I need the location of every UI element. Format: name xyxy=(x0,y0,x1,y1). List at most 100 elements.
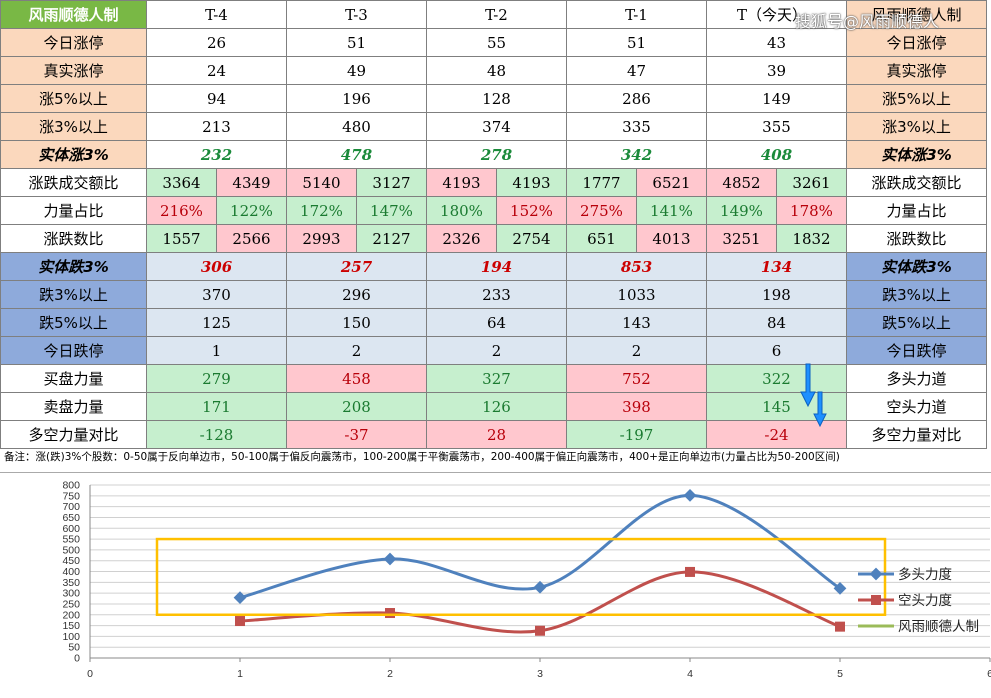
table-cell: 126 xyxy=(426,392,567,421)
y-tick-label: 450 xyxy=(62,555,80,567)
table-cell: 51 xyxy=(566,28,707,57)
header-today: T（今天） xyxy=(706,0,847,29)
table-cell: 232 xyxy=(146,140,287,169)
table-cell: 355 xyxy=(706,112,847,141)
x-tick-label: 0 xyxy=(87,668,93,680)
table-row: 跌3%以上 370 296 233 1033 198 跌3%以上 xyxy=(0,280,987,309)
row-label: 涨5%以上 xyxy=(0,84,147,113)
row-label-right: 涨跌成交额比 xyxy=(846,168,987,197)
table-cell: 149 xyxy=(706,84,847,113)
table-cell: 5140 xyxy=(286,168,357,197)
legend-label: 空头力度 xyxy=(898,593,952,609)
row-label: 跌3%以上 xyxy=(0,280,147,309)
table-cell: 6 xyxy=(706,336,847,365)
table-cell: 94 xyxy=(146,84,287,113)
table-cell: 178% xyxy=(776,196,847,225)
table-cell: 408 xyxy=(706,140,847,169)
table-cell: -128 xyxy=(146,420,287,449)
y-tick-label: 250 xyxy=(62,598,80,610)
table-header-row: 风雨顺德人制 T-4 T-3 T-2 T-1 T（今天） 风雨顺德人制 xyxy=(0,0,987,29)
row-label-right: 今日跌停 xyxy=(846,336,987,365)
row-label: 涨3%以上 xyxy=(0,112,147,141)
series-line-bull xyxy=(239,493,841,600)
legend-marker xyxy=(871,595,881,605)
y-tick-label: 50 xyxy=(68,642,80,654)
table-row: 卖盘力量 171 208 126 398 145 空头力道 xyxy=(0,392,987,421)
table-cell: 275% xyxy=(566,196,637,225)
table-cell: 125 xyxy=(146,308,287,337)
x-tick-labels: 0 1 2 3 4 5 6 xyxy=(87,668,991,680)
table-cell: 480 xyxy=(286,112,427,141)
table-cell: 213 xyxy=(146,112,287,141)
data-point xyxy=(235,616,245,627)
table-cell: 48 xyxy=(426,56,567,85)
x-tick-label: 5 xyxy=(837,668,843,680)
table-cell: -197 xyxy=(566,420,707,449)
table-cell: 149% xyxy=(706,196,777,225)
row-label-right: 实体跌3% xyxy=(846,252,987,281)
table-cell: 194 xyxy=(426,252,567,281)
data-point xyxy=(535,625,545,636)
table-row: 今日跌停 1 2 2 2 6 今日跌停 xyxy=(0,336,987,365)
row-label-right: 涨跌数比 xyxy=(846,224,987,253)
row-label: 真实涨停 xyxy=(0,56,147,85)
row-label: 实体跌3% xyxy=(0,252,147,281)
table-cell: 1 xyxy=(146,336,287,365)
table-cell: 2566 xyxy=(216,224,287,253)
y-tick-label: 700 xyxy=(62,501,80,513)
table-cell: 3364 xyxy=(146,168,217,197)
table-cell: 1832 xyxy=(776,224,847,253)
arrow-down-icon xyxy=(813,391,827,428)
table-cell: 342 xyxy=(566,140,707,169)
row-label-right: 力量占比 xyxy=(846,196,987,225)
table-cell: 4852 xyxy=(706,168,777,197)
row-label-right: 多空力量对比 xyxy=(846,420,987,449)
table-cell: 24 xyxy=(146,56,287,85)
data-point xyxy=(533,580,547,594)
x-tick-label: 6 xyxy=(987,668,991,680)
table-row: 跌5%以上 125 150 64 143 84 跌5%以上 xyxy=(0,308,987,337)
data-point xyxy=(685,566,695,577)
annotation-box xyxy=(155,537,887,616)
table-cell: 143 xyxy=(566,308,707,337)
table-cell: 278 xyxy=(426,140,567,169)
row-label-right: 跌3%以上 xyxy=(846,280,987,309)
x-tick-label: 1 xyxy=(237,668,243,680)
y-tick-label: 750 xyxy=(62,490,80,502)
table-row: 涨5%以上 94 196 128 286 149 涨5%以上 xyxy=(0,84,987,113)
table-cell: 28 xyxy=(426,420,567,449)
row-label-right: 真实涨停 xyxy=(846,56,987,85)
table-cell: 3127 xyxy=(356,168,427,197)
y-tick-label: 800 xyxy=(62,480,80,492)
y-tick-label: 0 xyxy=(74,653,80,665)
row-label: 卖盘力量 xyxy=(0,392,147,421)
table-cell: 257 xyxy=(286,252,427,281)
table-cell: 1557 xyxy=(146,224,217,253)
table-cell: 128 xyxy=(426,84,567,113)
table-cell: 2 xyxy=(286,336,427,365)
table-cell: 651 xyxy=(566,224,637,253)
table-cell: 1033 xyxy=(566,280,707,309)
table-cell: 853 xyxy=(566,252,707,281)
table-cell: 2 xyxy=(426,336,567,365)
table-cell: 216% xyxy=(146,196,217,225)
table-cell: 51 xyxy=(286,28,427,57)
y-tick-label: 200 xyxy=(62,609,80,621)
table-cell: 398 xyxy=(566,392,707,421)
y-tick-label: 600 xyxy=(62,523,80,535)
table-cell: 180% xyxy=(426,196,497,225)
table-cell: 171 xyxy=(146,392,287,421)
header-t1: T-1 xyxy=(566,0,707,29)
table-cell: 196 xyxy=(286,84,427,113)
table-cell: 3261 xyxy=(776,168,847,197)
row-label-right: 多头力道 xyxy=(846,364,987,393)
table-row: 涨跌成交额比 3364 4349 5140 3127 4193 4193 1777 6521 48… xyxy=(0,168,987,197)
row-label: 今日涨停 xyxy=(0,28,147,57)
table-cell: 84 xyxy=(706,308,847,337)
table-cell: 2754 xyxy=(496,224,567,253)
table-cell: 458 xyxy=(286,364,427,393)
legend-label: 风雨顺德人制 xyxy=(898,619,979,635)
table-cell: 6521 xyxy=(636,168,707,197)
table-cell: 43 xyxy=(706,28,847,57)
row-label: 买盘力量 xyxy=(0,364,147,393)
